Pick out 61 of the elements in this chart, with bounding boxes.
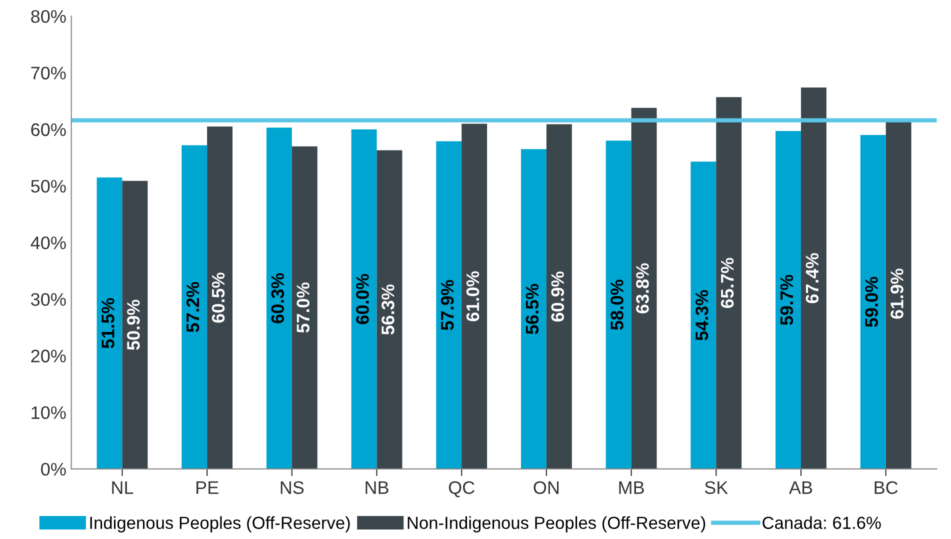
bar [800,87,826,469]
y-tick-label: 60% [31,123,66,136]
data-label: 50.9% [127,300,140,350]
legend-label: Canada: 61.6% [762,516,881,529]
bar [716,97,742,469]
bar [96,177,122,469]
legend-label: Non-Indigenous Peoples (Off-Reserve) [408,516,706,532]
data-label: 60.5% [212,272,225,323]
bar [436,141,462,469]
data-label: 51.5% [102,298,114,348]
bar [266,128,292,469]
data-label: 60.3% [271,273,284,324]
x-tick-label: SK [704,481,728,494]
bar [546,124,572,469]
x-tick-label: QC [448,481,474,498]
y-tick-label: 30% [31,293,66,306]
data-label: 60.9% [551,271,564,322]
legend-label: Indigenous Peoples (Off-Reserve) [90,516,350,532]
bar [292,146,318,469]
y-tick-label: 70% [31,66,66,80]
bar [521,149,546,469]
bar [776,131,801,469]
y-tick-label: 10% [32,406,66,420]
data-label: 59.7% [780,274,794,326]
x-tick-label: BC [874,481,898,494]
data-label: 61.9% [890,268,904,319]
y-tick-label: 20% [31,350,66,362]
data-label: 67.4% [806,253,819,304]
data-label: 57.9% [440,280,454,330]
x-tick-label: AB [788,481,812,494]
data-label: 61.0% [466,271,480,322]
data-label: 56.3% [382,284,394,335]
x-tick-label: MB [619,481,644,494]
bar [122,180,148,469]
bar [182,145,208,469]
data-label: 58.0% [610,280,624,330]
data-label: 56.5% [526,284,539,334]
y-tick-label: 0% [41,462,66,476]
x-tick-label: ON [534,481,559,494]
y-tick-label: 50% [31,180,66,193]
bar [606,140,632,469]
y-tick-label: 80% [31,10,66,23]
data-label: 57.0% [296,282,310,333]
data-label: 59.0% [865,276,878,328]
x-tick-label: NS [280,481,304,494]
data-label: 65.7% [720,258,734,308]
x-tick-label: NL [112,481,134,494]
y-tick-label: 40% [30,236,66,250]
bar [860,135,886,469]
data-label: 63.8% [636,263,649,314]
bar [462,124,488,469]
bar [690,162,716,469]
bar [207,126,233,469]
x-tick-label: PE [196,481,218,494]
bar [376,150,402,469]
x-tick-label: NB [366,481,388,494]
data-label: 57.2% [186,282,200,332]
bar [351,129,377,469]
data-label: 60.0% [356,274,369,324]
bar [631,108,657,469]
data-label: 54.3% [695,290,708,340]
